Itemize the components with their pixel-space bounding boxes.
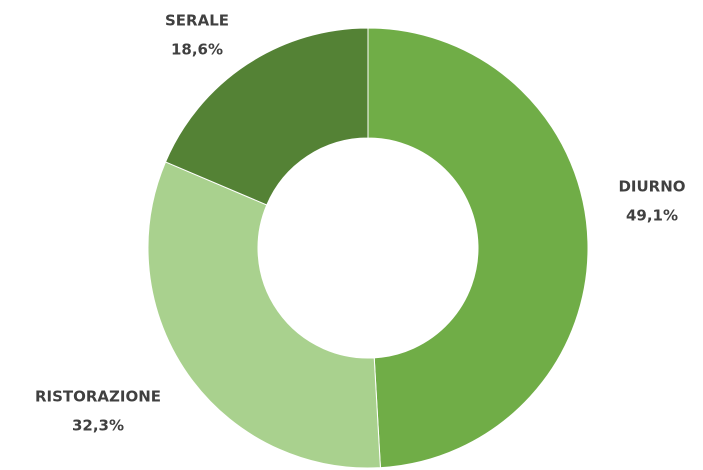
slice-value-label: 32,3%	[72, 417, 124, 435]
donut-slice	[367, 27, 589, 469]
donut-slice	[147, 161, 381, 469]
donut-slice	[164, 27, 369, 206]
slice-value-label: 49,1%	[626, 207, 678, 225]
slice-label: DIURNO	[618, 178, 685, 196]
slice-value-label: 18,6%	[171, 41, 223, 59]
slice-label: RISTORAZIONE	[35, 388, 161, 406]
slice-label: SERALE	[165, 12, 229, 30]
